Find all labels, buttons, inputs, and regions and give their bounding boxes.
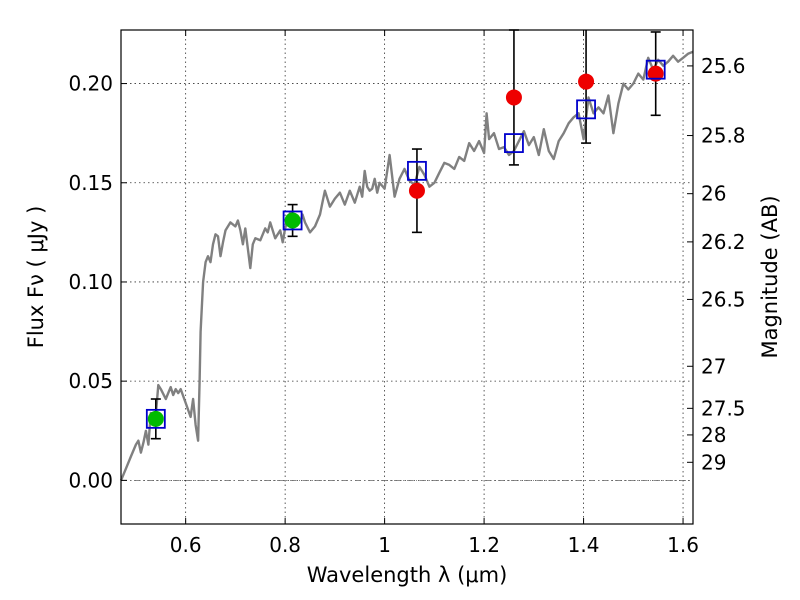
magnitude-tick-label: 25.8 [701, 124, 746, 148]
x-tick-label: 1 [378, 533, 391, 557]
data-point [647, 65, 664, 82]
model-point [576, 99, 596, 120]
magnitude-axis-label: Magnitude (AB) [758, 195, 782, 358]
data-point [408, 182, 425, 199]
data-point [505, 89, 522, 106]
plot-frame [120, 29, 694, 525]
x-axis-label: Wavelength λ (μm) [307, 563, 508, 587]
x-tick-label: 0.8 [269, 533, 301, 557]
magnitude-tick-label: 26 [701, 182, 726, 206]
x-tick-label: 1.2 [468, 533, 500, 557]
magnitude-tick-label: 26.2 [701, 230, 746, 254]
model-point [645, 59, 666, 80]
spectrum-line [119, 50, 694, 481]
y-tick-label: 0.10 [68, 270, 113, 294]
model-point [282, 210, 303, 231]
spectrum-layer [119, 50, 694, 481]
error-bars [150, 29, 661, 440]
magnitude-ticks: 25.6 25.8 26 26.2 26.5 27 27.5 28 29 [687, 54, 746, 474]
markers [145, 59, 666, 429]
y-tick-label: 0.15 [68, 171, 113, 195]
x-tick-label: 1.4 [568, 533, 600, 557]
magnitude-tick-label: 28 [701, 423, 726, 447]
magnitude-tick-label: 27 [701, 354, 726, 378]
data-point [284, 212, 301, 229]
magnitude-tick-label: 27.5 [701, 396, 746, 420]
x-ticks: 0.6 0.8 1 1.2 1.4 1.6 [170, 30, 699, 557]
y-tick-label: 0.05 [68, 369, 113, 393]
model-point [145, 408, 166, 429]
y-axis-label: Flux Fν ( μJy ) [24, 206, 48, 349]
model-point [407, 160, 427, 181]
y-tick-label: 0.20 [68, 72, 113, 96]
x-tick-label: 1.6 [667, 533, 699, 557]
y-tick-label: 0.00 [68, 468, 113, 492]
model-point [504, 133, 524, 153]
magnitude-tick-label: 26.5 [701, 287, 746, 311]
magnitude-tick-label: 25.6 [701, 54, 746, 78]
magnitude-tick-label: 29 [701, 450, 726, 474]
data-point [147, 410, 164, 427]
y-ticks: 0.00 0.05 0.10 0.15 0.20 [68, 72, 127, 492]
x-tick-label: 0.6 [170, 533, 202, 557]
data-point [578, 73, 595, 90]
